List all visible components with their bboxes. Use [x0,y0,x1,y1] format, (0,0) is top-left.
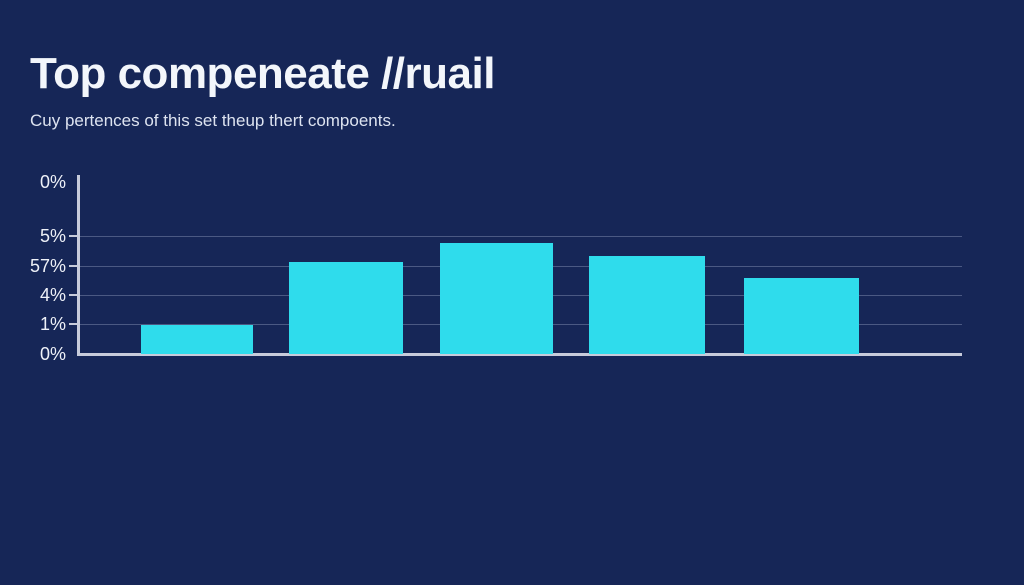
bar [440,243,554,354]
y-axis-tick-label: 5% [39,226,66,247]
y-axis-line [77,175,80,356]
y-axis-tick-label: 1% [39,313,66,334]
bar [589,255,706,354]
y-axis-tickmark [69,264,78,267]
bar [289,262,404,354]
bar-chart: 0% 5% 57% 4% 1% 0% [30,173,962,363]
bar [140,325,253,354]
page-subtitle: Cuy pertences of this set theup thert co… [30,111,396,130]
y-axis-tickmark [69,235,78,238]
x-axis-line [77,353,962,356]
y-axis-tick-label: 0% [39,344,66,364]
y-axis-tickmark [69,293,78,296]
gridline [80,236,962,238]
y-axis-tick-label: 0% [39,171,66,192]
y-axis-tick-label: 4% [39,284,66,305]
y-axis-tickmark [69,322,78,325]
page-title: Top compeneate //ruail [30,49,495,98]
y-axis-tick-label: 57% [29,255,66,276]
bar [743,277,859,354]
